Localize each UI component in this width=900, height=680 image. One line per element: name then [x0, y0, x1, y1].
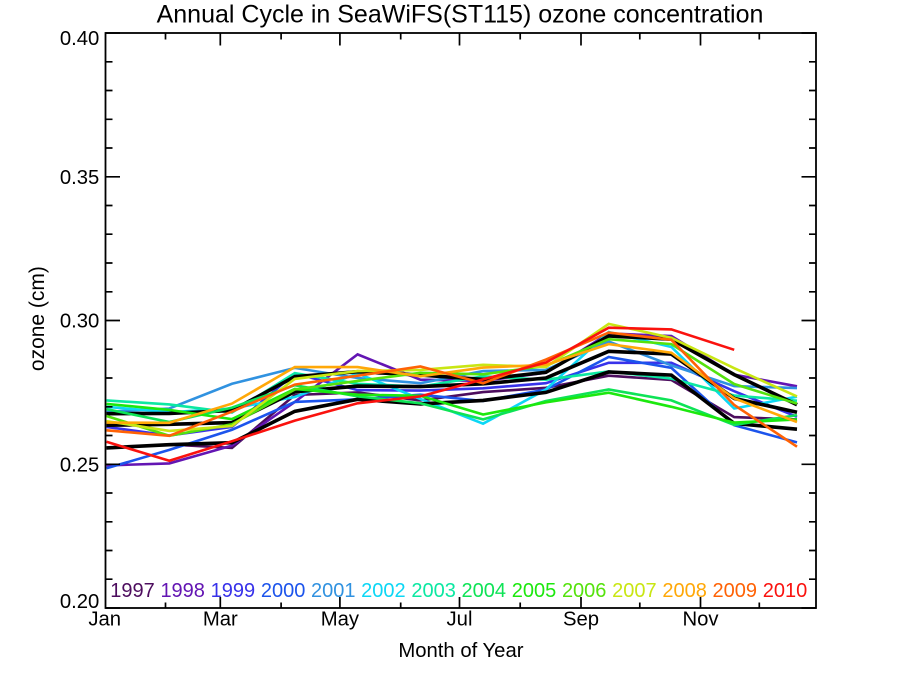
svg-text:0.20: 0.20	[60, 591, 99, 613]
svg-text:0.40: 0.40	[60, 28, 99, 50]
svg-text:0.35: 0.35	[60, 167, 99, 189]
svg-text:Nov: Nov	[682, 609, 719, 631]
svg-text:May: May	[321, 609, 360, 631]
svg-text:Jan: Jan	[88, 609, 121, 631]
svg-text:2002: 2002	[361, 580, 406, 602]
svg-text:2003: 2003	[411, 580, 456, 602]
svg-text:0.30: 0.30	[60, 311, 99, 333]
svg-text:Jul: Jul	[447, 609, 473, 631]
svg-text:2005: 2005	[512, 580, 557, 602]
svg-text:2008: 2008	[662, 580, 707, 602]
svg-text:1999: 1999	[211, 580, 256, 602]
svg-text:2001: 2001	[311, 580, 356, 602]
svg-text:2006: 2006	[562, 580, 607, 602]
svg-text:2000: 2000	[261, 580, 306, 602]
svg-text:Month of Year: Month of Year	[398, 640, 523, 662]
svg-text:0.25: 0.25	[60, 454, 99, 476]
svg-text:2007: 2007	[612, 580, 657, 602]
svg-text:2004: 2004	[462, 580, 507, 602]
svg-text:2010: 2010	[763, 580, 808, 602]
svg-text:2009: 2009	[713, 580, 758, 602]
svg-text:Sep: Sep	[563, 609, 599, 631]
svg-text:1997: 1997	[110, 580, 155, 602]
svg-text:Mar: Mar	[203, 609, 238, 631]
svg-text:Annual Cycle in SeaWiFS(ST115): Annual Cycle in SeaWiFS(ST115) ozone con…	[157, 0, 764, 28]
svg-text:ozone (cm): ozone (cm)	[26, 266, 49, 371]
svg-text:1998: 1998	[160, 580, 205, 602]
